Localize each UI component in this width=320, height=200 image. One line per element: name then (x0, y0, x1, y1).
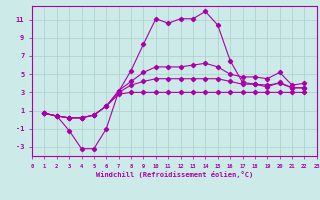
X-axis label: Windchill (Refroidissement éolien,°C): Windchill (Refroidissement éolien,°C) (96, 171, 253, 178)
